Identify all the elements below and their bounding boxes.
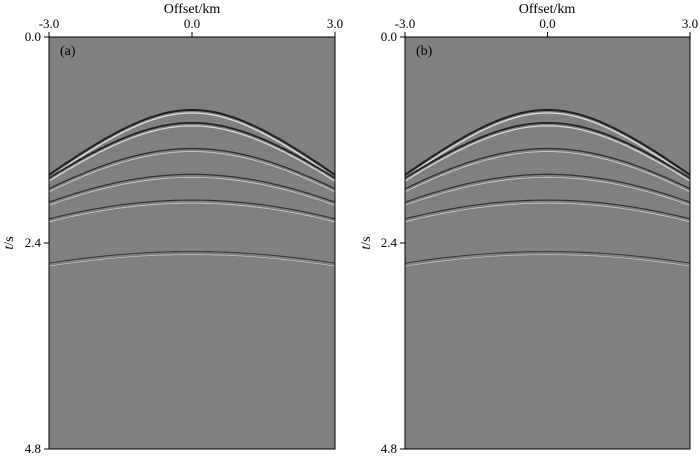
reflection-event-peak xyxy=(405,202,690,223)
reflection-event xyxy=(405,199,690,220)
reflection-event-peak xyxy=(405,254,690,267)
panel-a-ylabel: t/s xyxy=(2,236,17,249)
x-tick-label: 3.0 xyxy=(682,16,698,31)
panel-b-ylabel-unit: /s xyxy=(359,236,374,245)
x-tick-label: 0.0 xyxy=(539,16,555,31)
reflection-event-peak xyxy=(405,151,690,193)
reflection-event xyxy=(405,147,690,190)
panel-b-x-ticks: -3.0 0.0 3.0 xyxy=(395,16,698,37)
reflection-event xyxy=(405,121,690,179)
x-tick-label: 0.0 xyxy=(184,16,200,31)
panel-a-background xyxy=(49,37,335,449)
y-tick-label: 2.4 xyxy=(25,235,42,250)
reflection-event xyxy=(49,199,335,220)
reflection-event xyxy=(405,173,690,203)
reflection-event-peak xyxy=(49,202,335,223)
reflection-event-peak xyxy=(405,125,690,182)
reflection-event xyxy=(49,173,335,203)
reflection-event-peak xyxy=(49,151,335,193)
x-tick-label: -3.0 xyxy=(395,16,416,31)
y-tick-label: 4.8 xyxy=(381,441,397,456)
y-tick-label: 2.4 xyxy=(381,235,398,250)
x-tick-label: 3.0 xyxy=(327,16,343,31)
reflection-event xyxy=(49,109,335,176)
y-tick-label: 0.0 xyxy=(25,29,41,44)
reflection-event xyxy=(405,251,690,264)
panel-a-ylabel-var: t xyxy=(2,245,17,250)
reflection-event xyxy=(49,147,335,190)
panel-a-xlabel: Offset/km xyxy=(164,2,221,17)
y-tick-label: 0.0 xyxy=(381,29,397,44)
reflection-event xyxy=(405,109,690,176)
panel-b-ylabel-var: t xyxy=(359,245,374,250)
panel-a-y-ticks: 0.0 2.4 4.8 xyxy=(25,29,49,456)
panel-a: (a) Offset/km -3.0 0.0 3.0 0.02.44.8 t/s xyxy=(2,2,343,456)
panel-b-y-ticks: 0.0 2.4 4.8 xyxy=(381,29,405,456)
reflection-event-peak xyxy=(49,112,335,179)
panel-b-events xyxy=(405,109,690,267)
x-tick-label: -3.0 xyxy=(39,16,60,31)
reflection-event-peak xyxy=(405,176,690,206)
panel-b: (b) Offset/km -3.0 0.0 3.0 0.02.44.8 t/s xyxy=(359,2,698,456)
panel-a-x-ticks: -3.0 0.0 3.0 xyxy=(39,16,343,37)
panel-a-ylabel-unit: /s xyxy=(2,236,17,245)
reflection-event-peak xyxy=(49,176,335,206)
panel-b-ylabel: t/s xyxy=(359,236,374,249)
panel-a-events xyxy=(49,109,335,267)
panel-b-label: (b) xyxy=(416,44,433,59)
reflection-event xyxy=(49,251,335,264)
panel-a-label: (a) xyxy=(60,44,76,59)
y-tick-label: 4.8 xyxy=(25,441,41,456)
panel-b-background xyxy=(405,37,690,449)
reflection-event-peak xyxy=(49,254,335,267)
reflection-event-peak xyxy=(49,125,335,182)
panel-b-xlabel: Offset/km xyxy=(519,2,576,17)
reflection-event xyxy=(49,121,335,179)
reflection-event-peak xyxy=(405,112,690,179)
